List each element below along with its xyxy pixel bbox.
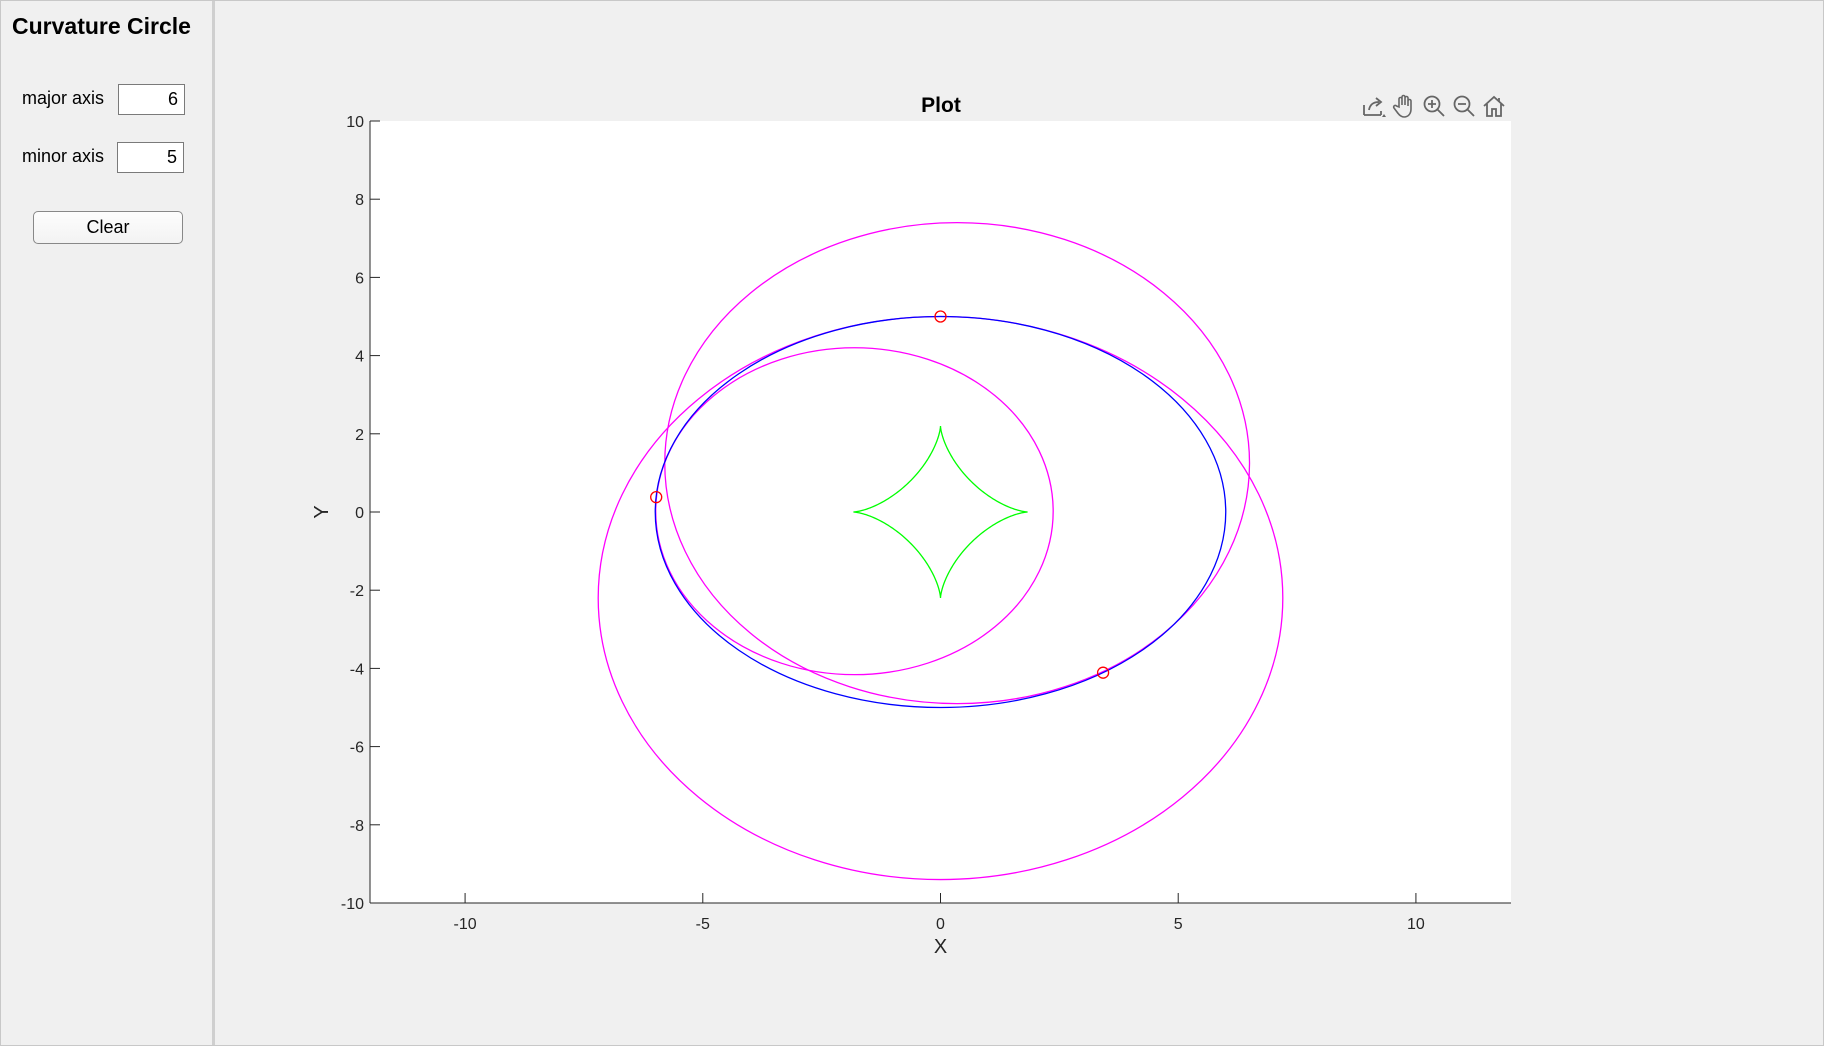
- home-icon[interactable]: [1480, 91, 1508, 121]
- export-icon[interactable]: [1360, 91, 1388, 121]
- zoom-out-icon[interactable]: [1450, 91, 1478, 121]
- ellipse-curve: [654, 315, 1227, 709]
- y-tick-label: 8: [355, 192, 364, 209]
- minor-axis-label: minor axis: [22, 146, 105, 166]
- plot-curves: [597, 222, 1284, 881]
- y-axis-label: Y: [311, 505, 333, 518]
- x-tick-label: -5: [696, 916, 710, 933]
- zoom-in-icon[interactable]: [1420, 91, 1448, 121]
- control-panel: Curvature Circle major axis minor axis C…: [1, 1, 215, 1045]
- x-tick-label: 5: [1174, 916, 1183, 933]
- x-tick-label: 10: [1407, 916, 1425, 933]
- y-tick-label: 10: [346, 114, 364, 131]
- plot-title: Plot: [921, 94, 961, 117]
- y-tick-label: 2: [355, 427, 364, 444]
- x-tick-label: -10: [454, 916, 477, 933]
- pan-icon[interactable]: [1390, 91, 1418, 121]
- evolute-curve: [853, 425, 1028, 599]
- panel-title: Curvature Circle: [12, 13, 191, 39]
- tangent-point-marker-2: [650, 490, 663, 504]
- y-tick-label: -4: [350, 661, 364, 678]
- major-axis-label: major axis: [22, 88, 105, 108]
- tangent-point-marker-1: [934, 310, 947, 323]
- clear-button[interactable]: Clear: [33, 211, 183, 244]
- y-tick-label: -2: [350, 583, 364, 600]
- y-tick-label: 4: [355, 349, 364, 366]
- y-tick-label: -10: [341, 896, 364, 913]
- axes-toolbar: [1360, 91, 1508, 121]
- y-tick-label: 6: [355, 270, 364, 287]
- y-tick-label: 0: [355, 505, 364, 522]
- y-tick-label: -8: [350, 818, 364, 835]
- axes-background: [370, 121, 1511, 903]
- x-axis-label: X: [934, 936, 947, 958]
- y-tick-label: -6: [350, 740, 364, 757]
- x-tick-label: 0: [936, 916, 945, 933]
- major-axis-input[interactable]: [118, 84, 185, 115]
- tangent-point-marker-3: [1096, 666, 1110, 679]
- minor-axis-input[interactable]: [117, 142, 184, 173]
